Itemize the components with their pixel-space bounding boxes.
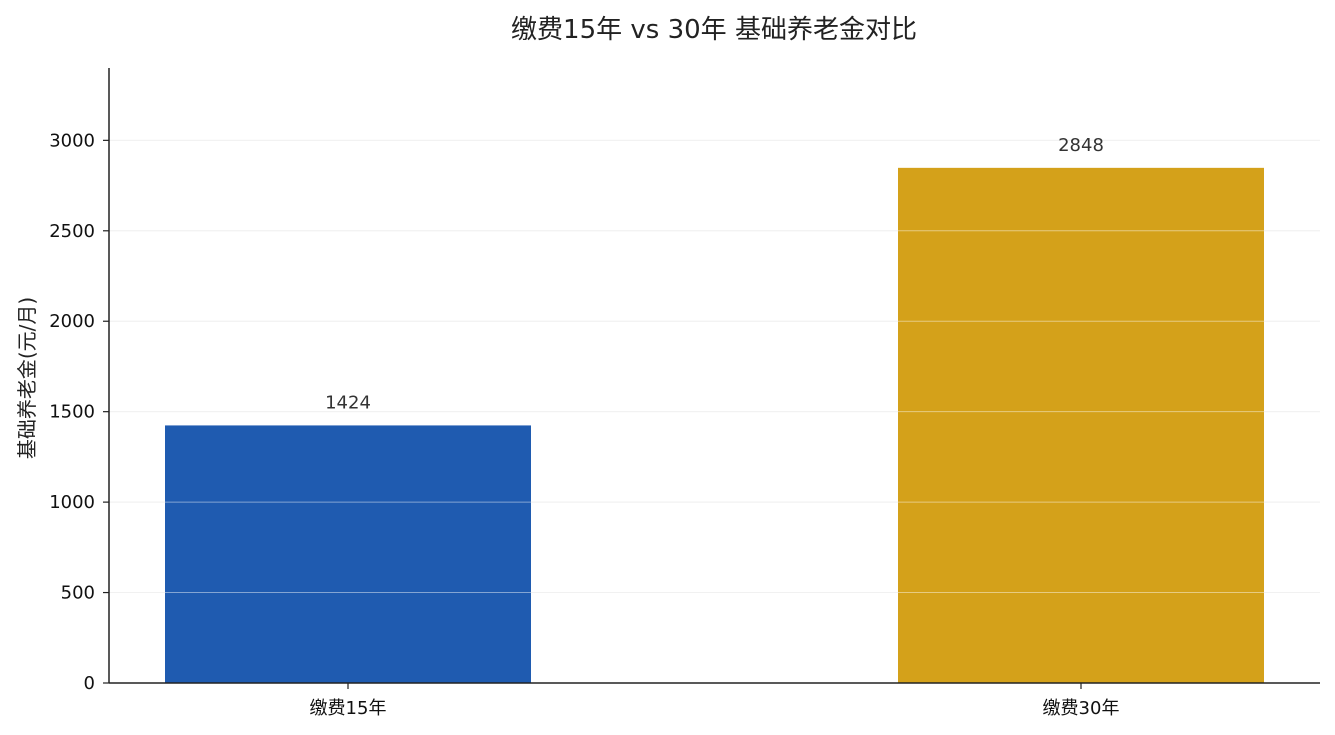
data-label: 1424 — [325, 392, 371, 413]
y-tick-label: 0 — [84, 673, 95, 694]
grid-lines-over-bars — [109, 139, 1320, 594]
bars — [165, 167, 1264, 684]
axes: 缴费15年 缴费30年 0 500 1000 1500 2000 2500 3000 — [49, 68, 1320, 719]
y-tick-label: 2500 — [49, 221, 95, 242]
y-tick-label: 3000 — [49, 130, 95, 151]
data-label: 2848 — [1058, 135, 1104, 156]
y-axis-label: 基础养老金(元/月) — [15, 297, 39, 459]
y-tick-label: 2000 — [49, 311, 95, 332]
bar-2 — [898, 167, 1264, 684]
bar-1 — [165, 425, 531, 683]
chart-title: 缴费15年 vs 30年 基础养老金对比 — [511, 15, 917, 45]
data-labels: 1424 2848 — [325, 135, 1104, 414]
y-tick-label: 1000 — [49, 492, 95, 513]
y-tick-label: 1500 — [49, 402, 95, 423]
x-tick-label: 缴费15年 — [310, 698, 387, 719]
y-tick-label: 500 — [61, 583, 95, 604]
x-tick-label: 缴费30年 — [1043, 698, 1120, 719]
